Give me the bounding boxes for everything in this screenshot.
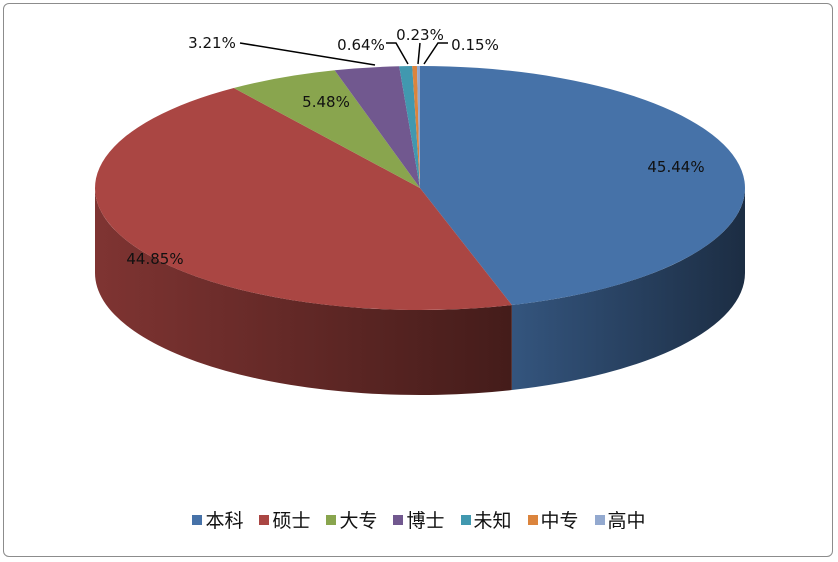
legend-swatch — [527, 514, 538, 525]
leader-line-4 — [386, 42, 409, 65]
pie-slice-1 — [95, 88, 512, 310]
legend-label: 本科 — [205, 510, 244, 532]
data-label-2: 5.48% — [302, 93, 350, 111]
pie-slice-6 — [416, 66, 420, 188]
leader-line-6 — [423, 42, 448, 65]
pie-side-0 — [511, 188, 745, 391]
chart-frame — [3, 3, 833, 557]
legend-item-4: 未知 — [460, 506, 512, 533]
legend-label: 大专 — [339, 510, 378, 532]
pie-slice-0 — [420, 66, 745, 306]
data-label-3: 3.21% — [188, 34, 236, 52]
legend-item-3: 博士 — [393, 506, 445, 533]
pie-slice-2 — [233, 70, 420, 188]
data-label-0: 45.44% — [647, 158, 704, 176]
leader-line-5 — [417, 42, 421, 65]
legend-label: 中专 — [540, 510, 579, 532]
data-label-1: 44.85% — [126, 250, 183, 268]
legend-label: 博士 — [406, 510, 445, 532]
legend-swatch — [259, 514, 270, 525]
leader-line-3 — [239, 42, 376, 66]
legend-item-5: 中专 — [527, 506, 579, 533]
legend-item-1: 硕士 — [259, 506, 310, 533]
legend-label: 未知 — [473, 510, 512, 532]
pie-chart: 45.44% 44.85% 5.48% 3.21% 0.64% 0.23% 0.15% — [95, 26, 745, 395]
legend-item-6: 高中 — [594, 506, 646, 533]
pie-slice-5 — [412, 66, 420, 188]
pie-slice-3 — [334, 66, 420, 188]
legend-swatch — [326, 514, 337, 525]
legend-label: 高中 — [607, 510, 646, 532]
legend-label: 硕士 — [272, 510, 311, 532]
legend-item-0: 本科 — [192, 506, 243, 533]
legend-swatch — [594, 514, 605, 525]
data-label-5: 0.23% — [396, 26, 444, 44]
legend-swatch — [460, 514, 471, 525]
legend-item-2: 大专 — [326, 506, 377, 533]
legend: 本科 硕士 大专 博士 未知 中专 高中 — [0, 506, 838, 533]
data-label-6: 0.15% — [451, 36, 499, 54]
legend-swatch — [393, 514, 404, 525]
pie-side-1 — [95, 188, 512, 395]
data-label-4: 0.64% — [337, 36, 385, 54]
legend-swatch — [192, 514, 203, 525]
pie-slice-4 — [399, 66, 420, 188]
